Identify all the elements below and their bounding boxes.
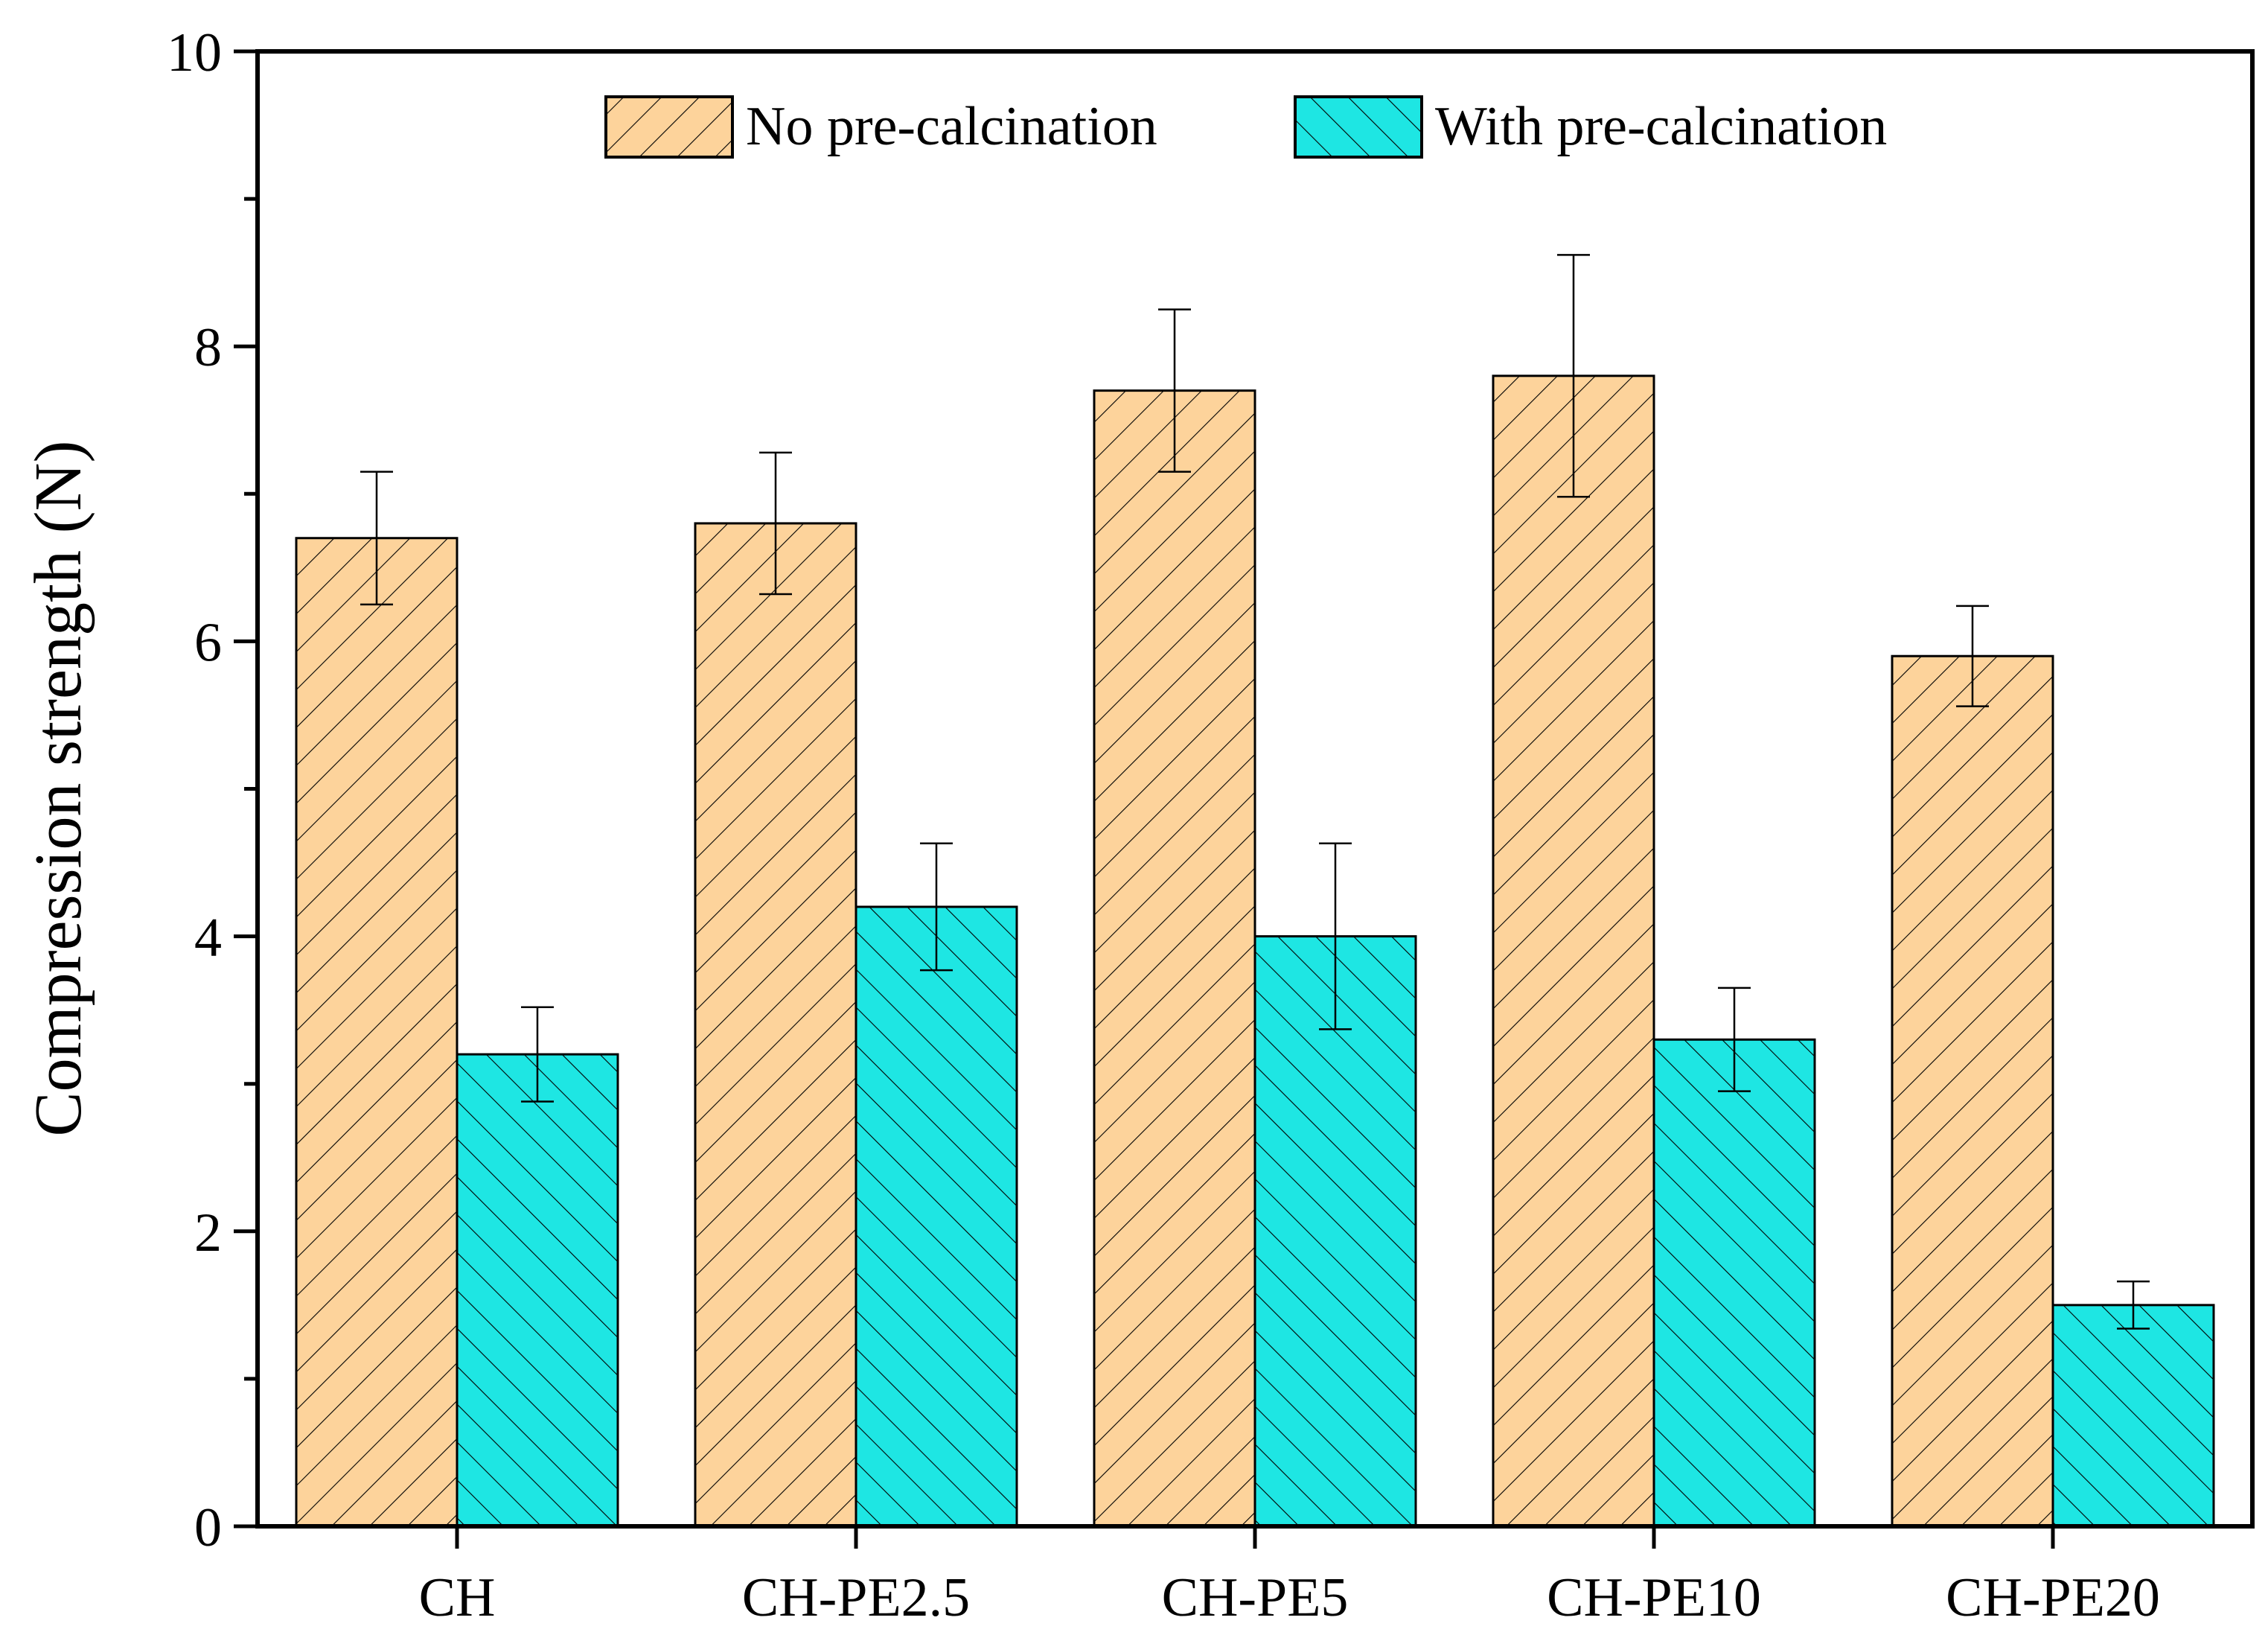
legend-label-no-pre-calcination: No pre-calcination xyxy=(746,96,1157,157)
bar-with-pre-calcination-ch-pe20 xyxy=(2051,1304,2215,1528)
bar-with-pre-calcination-ch-pe5 xyxy=(1253,935,1417,1528)
bar-no-pre-calcination-ch-pe10 xyxy=(1492,375,1655,1528)
x-category-label: CH-PE5 xyxy=(1162,1567,1349,1628)
x-category-label: CH-PE20 xyxy=(1946,1567,2160,1628)
error-bar xyxy=(360,471,393,606)
bar-with-pre-calcination-ch-pe10 xyxy=(1652,1038,1816,1528)
legend-swatch-no-pre-calcination xyxy=(604,95,734,159)
bar-no-pre-calcination-ch xyxy=(295,537,459,1528)
axis-ticks xyxy=(234,49,2055,1549)
x-category-label: CH xyxy=(419,1567,496,1628)
y-tick-label: 10 xyxy=(167,22,222,83)
bar-no-pre-calcination-ch-pe2-5 xyxy=(694,522,857,1528)
error-bar xyxy=(759,451,792,596)
y-tick-label: 6 xyxy=(194,612,222,673)
error-bar xyxy=(521,1006,554,1103)
error-bar xyxy=(1718,987,1751,1092)
bar-no-pre-calcination-ch-pe5 xyxy=(1093,389,1256,1528)
bar-with-pre-calcination-ch-pe2-5 xyxy=(855,905,1018,1528)
legend: No pre-calcination With pre-calcination xyxy=(604,95,1887,159)
y-tick-label: 4 xyxy=(194,908,222,969)
x-category-label: CH-PE2.5 xyxy=(742,1567,970,1628)
y-tick-label: 8 xyxy=(194,317,222,378)
y-axis-title: Compression strength (N) xyxy=(22,441,95,1137)
error-bar xyxy=(2117,1280,2150,1330)
error-bar xyxy=(920,842,953,972)
legend-swatch-with-pre-calcination xyxy=(1294,95,1423,159)
error-bar xyxy=(1158,308,1191,473)
error-bar xyxy=(1319,842,1352,1030)
legend-label-with-pre-calcination: With pre-calcination xyxy=(1435,96,1887,157)
error-bar xyxy=(1956,605,1989,707)
y-tick-label: 2 xyxy=(194,1202,222,1263)
bar-no-pre-calcination-ch-pe20 xyxy=(1891,654,2054,1528)
x-category-label: CH-PE10 xyxy=(1547,1567,1761,1628)
x-axis-category-labels: CH CH-PE2.5 CH-PE5 CH-PE10 CH-PE20 xyxy=(419,1567,2160,1628)
bars-layer xyxy=(295,375,2215,1528)
error-bar xyxy=(1557,254,1590,498)
y-tick-label: 0 xyxy=(194,1497,222,1558)
bar-with-pre-calcination-ch xyxy=(456,1053,619,1528)
y-axis-tick-labels: 0 2 4 6 8 10 xyxy=(167,22,222,1558)
error-bars-layer xyxy=(360,254,2150,1330)
